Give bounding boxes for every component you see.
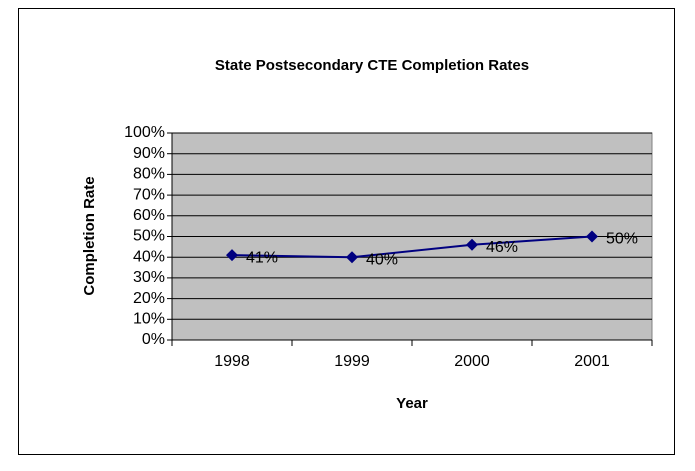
x-tick-label: 1998 xyxy=(214,353,250,370)
data-label: 46% xyxy=(486,239,518,256)
data-point xyxy=(586,230,598,243)
data-label: 50% xyxy=(606,231,638,248)
x-tick-label: 2001 xyxy=(574,353,610,370)
series-line xyxy=(231,235,593,259)
data-label: 41% xyxy=(246,249,278,266)
y-tick-label: 50% xyxy=(133,228,165,245)
x-tick-label: 2000 xyxy=(454,353,490,370)
y-tick-label: 90% xyxy=(133,145,165,162)
y-tick-label: 60% xyxy=(133,207,165,224)
chart-title: State Postsecondary CTE Completion Rates xyxy=(215,57,529,74)
y-tick-label: 100% xyxy=(124,124,165,141)
y-tick-label: 70% xyxy=(133,186,165,203)
data-point xyxy=(346,251,358,264)
data-label: 40% xyxy=(366,251,398,268)
y-tick-label: 10% xyxy=(133,311,165,328)
data-point xyxy=(466,238,478,251)
y-tick-label: 30% xyxy=(133,269,165,286)
x-tick-label: 1999 xyxy=(334,353,370,370)
y-tick-label: 40% xyxy=(133,248,165,265)
data-point xyxy=(226,249,238,262)
x-axis-label: Year xyxy=(396,395,428,412)
y-tick-label: 20% xyxy=(133,290,165,307)
y-tick-label: 80% xyxy=(133,166,165,183)
y-tick-label: 0% xyxy=(142,331,165,348)
y-axis-label: Completion Rate xyxy=(81,176,98,295)
